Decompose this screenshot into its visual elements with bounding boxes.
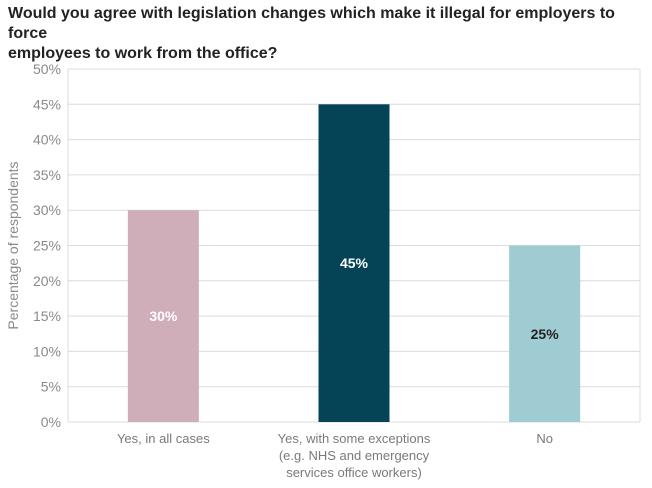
x-tick-label: Yes, with some exceptions (e.g. NHS and e… bbox=[278, 431, 431, 480]
x-tick-label: Yes, in all cases bbox=[117, 431, 210, 446]
y-tick-label: 50% bbox=[33, 61, 61, 77]
y-tick-label: 10% bbox=[33, 343, 61, 359]
y-tick-label: 30% bbox=[33, 202, 61, 218]
y-tick-label: 40% bbox=[33, 132, 61, 148]
bars bbox=[127, 104, 581, 423]
y-axis-label: Percentage of respondents bbox=[5, 161, 21, 329]
y-tick-label: 20% bbox=[33, 273, 61, 289]
chart-title: Would you agree with legislation changes… bbox=[8, 5, 615, 62]
x-tick-label: No bbox=[536, 431, 553, 446]
data-label: 30% bbox=[149, 308, 178, 324]
data-label: 45% bbox=[340, 255, 369, 271]
data-label: 25% bbox=[531, 326, 560, 342]
bar bbox=[127, 210, 199, 422]
y-tick-label: 15% bbox=[33, 308, 61, 324]
y-tick-label: 0% bbox=[41, 414, 61, 430]
data-labels: 30% 45% 25% bbox=[149, 255, 559, 342]
bar bbox=[318, 104, 390, 423]
bar bbox=[509, 245, 581, 422]
y-tick-label: 25% bbox=[33, 238, 61, 254]
y-tick-label: 35% bbox=[33, 167, 61, 183]
x-axis-categories: Yes, in all cases Yes, with some exceptio… bbox=[117, 431, 553, 480]
y-tick-label: 45% bbox=[33, 96, 61, 112]
y-axis-ticks: 0% 5% 10% 15% 20% 25% 30% 35% 40% 45% 50% bbox=[33, 61, 61, 430]
y-tick-label: 5% bbox=[41, 379, 61, 395]
